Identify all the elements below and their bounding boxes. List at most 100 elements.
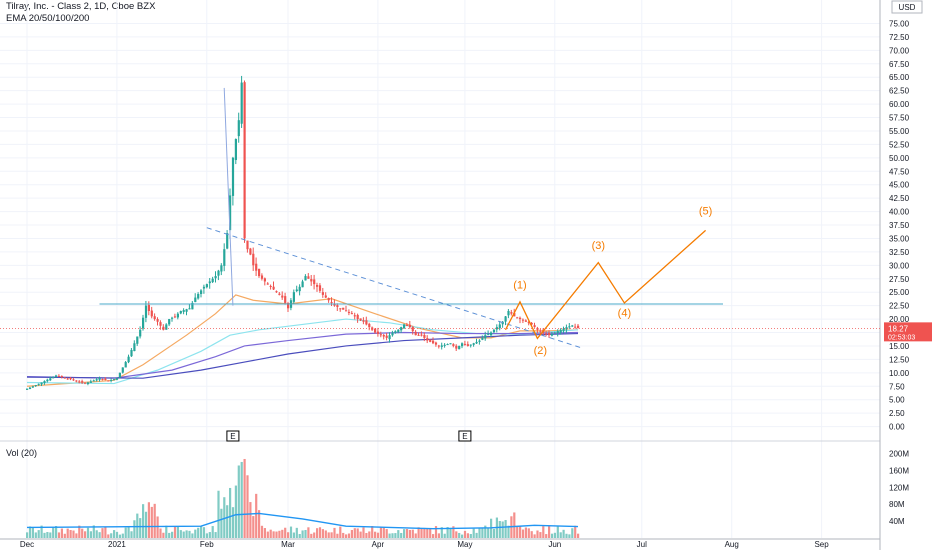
- volume-bar: [411, 529, 414, 538]
- volume-bar: [521, 529, 525, 538]
- volume-bar: [26, 532, 29, 538]
- volume-bar: [34, 532, 37, 538]
- volume-bar: [382, 527, 385, 538]
- volume-bar: [208, 532, 211, 538]
- candle-body: [484, 335, 487, 339]
- candle-body: [385, 335, 388, 338]
- volume-bar: [475, 532, 478, 538]
- candle-body: [397, 329, 400, 333]
- volume-bar: [577, 533, 580, 538]
- volume-bar: [359, 531, 362, 538]
- volume-bar: [139, 518, 142, 538]
- candle-body: [110, 379, 113, 381]
- volume-bar: [281, 529, 284, 538]
- volume-bar: [463, 530, 467, 538]
- candle-body: [553, 332, 556, 334]
- candle-body: [455, 345, 458, 349]
- volume-bar: [539, 532, 542, 538]
- candle-body: [368, 323, 371, 328]
- candle-body: [156, 319, 159, 322]
- candle-body: [263, 278, 266, 282]
- candle-body: [258, 268, 261, 277]
- candle-body: [162, 326, 165, 330]
- candle-body: [316, 284, 319, 287]
- volume-bar: [333, 527, 336, 538]
- volume-bar: [179, 530, 182, 538]
- volume-bar: [269, 529, 272, 538]
- currency-label: USD: [899, 3, 916, 12]
- volume-bar: [49, 532, 52, 538]
- volume-bar: [345, 534, 348, 538]
- price-tag: [884, 322, 932, 342]
- candle-body: [46, 379, 49, 382]
- volume-bar: [391, 533, 394, 538]
- volume-bar: [307, 527, 310, 538]
- candle-body: [139, 329, 142, 337]
- volume-bar: [507, 525, 510, 538]
- volume-bar: [278, 530, 281, 538]
- candle-body: [463, 343, 467, 345]
- candle-body: [533, 325, 536, 328]
- candle-body: [452, 344, 455, 346]
- candle-body: [281, 295, 284, 298]
- volume-bar: [472, 528, 475, 538]
- volume-bar: [55, 526, 58, 538]
- candle-body: [275, 291, 278, 293]
- volume-bar: [426, 528, 429, 538]
- volume-bar: [136, 513, 139, 538]
- volume-bar: [516, 526, 519, 538]
- volume-bar: [165, 525, 168, 538]
- volume-bar: [69, 530, 72, 538]
- price-tick-label: 0.00: [889, 423, 905, 432]
- volume-bar: [298, 533, 301, 538]
- volume-bar: [327, 532, 330, 538]
- candle-body: [458, 345, 461, 350]
- candle-body: [577, 325, 580, 329]
- candle-body: [249, 248, 252, 255]
- volume-bar: [429, 528, 432, 538]
- volume-bar: [130, 531, 133, 538]
- candle-body: [234, 139, 237, 161]
- candle-body: [394, 331, 397, 333]
- candle-body: [113, 379, 116, 381]
- volume-bar: [142, 504, 145, 538]
- price-tag-value: 18.27: [888, 324, 909, 333]
- volume-bar: [127, 525, 130, 538]
- volume-bar: [52, 527, 55, 538]
- price-tick-label: 52.50: [889, 140, 910, 149]
- candle-body: [521, 319, 525, 321]
- volume-bar: [205, 533, 208, 538]
- volume-bar: [95, 530, 98, 538]
- volume-bar: [110, 533, 113, 538]
- price-tick-label: 45.00: [889, 181, 910, 190]
- candle-body: [403, 324, 406, 329]
- volume-bar: [162, 532, 165, 538]
- volume-bar: [527, 528, 530, 538]
- volume-bar: [84, 531, 87, 538]
- volume-bar: [574, 525, 577, 538]
- earnings-marker: [458, 430, 472, 442]
- volume-bar: [440, 527, 443, 538]
- volume-bar: [188, 530, 191, 538]
- volume-tick-label: 120M: [889, 483, 909, 492]
- earnings-label: E: [462, 432, 467, 441]
- volume-bar: [316, 528, 319, 538]
- volume-bar: [553, 532, 556, 538]
- volume-bar: [405, 529, 409, 538]
- candle-body: [574, 326, 577, 328]
- time-tick-label: Aug: [725, 540, 739, 549]
- price-tick-label: 7.50: [889, 382, 905, 391]
- candle-body: [52, 376, 55, 379]
- volume-bar: [310, 533, 313, 538]
- candle-body: [417, 334, 420, 336]
- candle-body: [336, 305, 339, 307]
- volume-bar: [519, 526, 522, 538]
- candle-body: [211, 278, 214, 283]
- candle-body: [81, 381, 84, 383]
- candle-body: [490, 332, 493, 336]
- time-tick-label: 2021: [108, 540, 126, 549]
- price-tick-label: 10.00: [889, 369, 910, 378]
- candle-body: [440, 345, 443, 347]
- candle-body: [217, 270, 220, 276]
